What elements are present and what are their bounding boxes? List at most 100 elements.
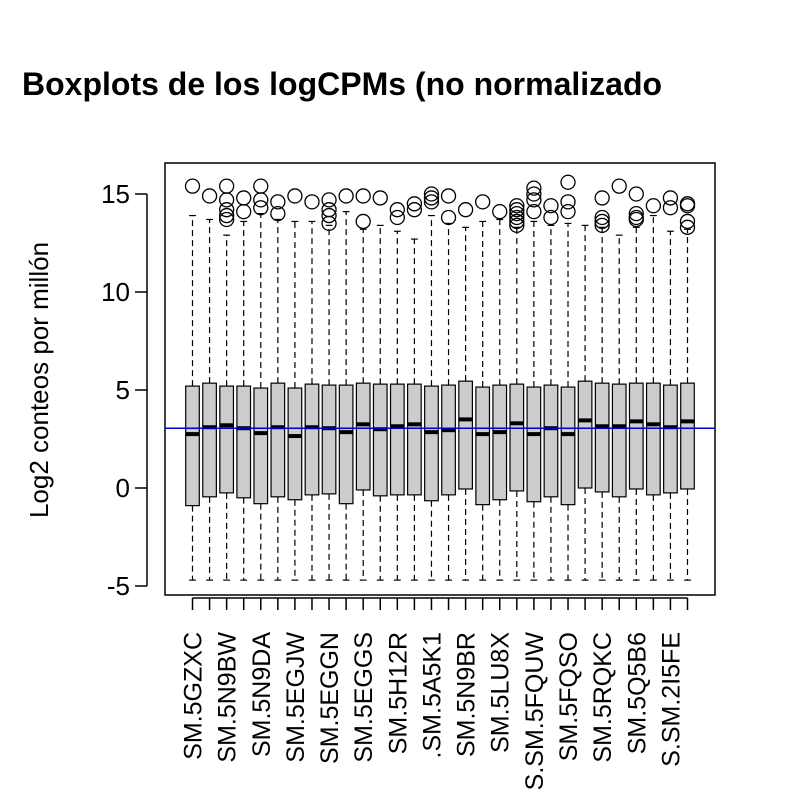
outlier-point <box>526 186 542 202</box>
outlier-point <box>218 202 235 218</box>
outlier-point <box>355 213 371 230</box>
box-iqr <box>663 384 678 494</box>
outlier-point <box>628 209 644 226</box>
box-iqr <box>406 383 422 496</box>
outlier-point <box>509 202 525 218</box>
plot-frame <box>164 162 716 596</box>
outlier-point <box>389 202 405 218</box>
x-tick-label: .SM.5A5K1 <box>418 632 446 758</box>
box-iqr <box>441 384 456 496</box>
outlier-point <box>287 188 303 204</box>
x-tick-label: SM.5GZXC <box>180 632 208 760</box>
outlier-point <box>645 198 662 214</box>
y-axis-label: Log2 conteos por millón <box>24 242 54 518</box>
box-iqr <box>287 387 303 501</box>
box-iqr <box>424 385 439 502</box>
outlier-point <box>594 190 610 206</box>
outlier-point <box>304 194 320 210</box>
box-iqr <box>543 384 559 498</box>
box-iqr <box>236 385 252 499</box>
outlier-point <box>662 200 679 216</box>
box-iqr <box>611 383 627 498</box>
box-iqr <box>338 384 354 505</box>
outlier-point <box>423 194 440 210</box>
outlier-point <box>679 213 696 230</box>
outlier-point <box>440 209 457 226</box>
outlier-point <box>594 209 610 226</box>
plot-area: -5 0 5 10 15 SM.5GZXC SM.5N9BW SM.5N9DA SM.5EGJW… <box>101 162 716 790</box>
x-tick-label: SM.5LU8X <box>487 632 515 753</box>
box-iqr <box>594 382 610 493</box>
x-tick-label: SM.5H12R <box>384 632 412 754</box>
outlier-point <box>184 178 201 194</box>
outlier-point <box>560 203 576 220</box>
box-iqr <box>628 382 644 490</box>
outlier-point <box>509 217 525 234</box>
outlier-point <box>201 188 218 204</box>
outlier-point <box>321 202 337 218</box>
outlier-point <box>492 203 508 220</box>
outlier-point <box>594 217 610 234</box>
outlier-point <box>406 202 423 218</box>
outlier-point <box>253 200 269 216</box>
outlier-point <box>270 205 286 222</box>
outlier-point <box>218 178 235 194</box>
box-iqr <box>219 385 235 494</box>
outlier-point <box>509 209 525 226</box>
box-iqr <box>321 384 337 495</box>
y-tick-label: 15 <box>101 179 130 209</box>
outlier-point <box>560 174 576 190</box>
outlier-point <box>218 207 235 224</box>
y-tick-label: 0 <box>116 473 130 503</box>
x-tick-label: SM.5EGJW <box>282 632 310 763</box>
box-iqr <box>304 383 320 496</box>
outlier-point <box>611 178 627 194</box>
outlier-point <box>423 190 440 206</box>
outlier-point <box>679 219 696 235</box>
box-iqr <box>372 383 388 497</box>
box-iqr <box>509 383 525 492</box>
outlier-point <box>253 192 269 208</box>
box-iqr <box>475 386 491 506</box>
outlier-point <box>423 186 440 202</box>
box-iqr <box>492 384 508 501</box>
outlier-point <box>662 190 679 206</box>
box-iqr <box>389 383 405 496</box>
outlier-point <box>526 180 542 196</box>
outlier-point <box>372 190 388 206</box>
outlier-point <box>406 196 423 212</box>
outlier-point <box>509 198 525 214</box>
outlier-point <box>338 188 354 204</box>
outlier-point <box>253 178 269 194</box>
box-iqr <box>458 380 474 490</box>
outlier-point <box>236 203 252 220</box>
x-tick-label: SM.5FQSO <box>555 632 583 761</box>
outlier-point <box>218 211 235 228</box>
outlier-point <box>270 194 286 210</box>
outlier-point <box>321 207 337 224</box>
x-tick-label: SM.5EGGN <box>316 632 344 764</box>
outlier-point <box>526 192 542 208</box>
y-tick-label: -5 <box>107 571 130 601</box>
box-iqr <box>645 382 661 496</box>
box-iqr <box>680 382 695 490</box>
box-iqr <box>526 386 542 503</box>
outlier-point <box>218 192 235 208</box>
y-tick-label: 5 <box>116 375 130 405</box>
outlier-point <box>628 186 644 202</box>
outlier-point <box>475 194 491 210</box>
x-tick-label: SM.5N9BR <box>453 632 481 757</box>
box-iqr <box>185 385 200 507</box>
outlier-point <box>457 202 474 218</box>
outlier-point <box>628 205 644 222</box>
chart-title: Boxplots de los logCPMs (no normalizado <box>22 66 662 102</box>
outlier-point <box>355 188 371 204</box>
x-tick-label: SM.5N9DA <box>248 632 276 757</box>
outlier-point <box>509 213 525 230</box>
box-iqr <box>355 382 371 491</box>
x-tick-label: SM.5EGGS <box>350 632 378 763</box>
outlier-point <box>679 196 696 212</box>
outlier-point <box>389 209 405 226</box>
x-tick-label: S.SM.2I5FE <box>657 632 685 767</box>
